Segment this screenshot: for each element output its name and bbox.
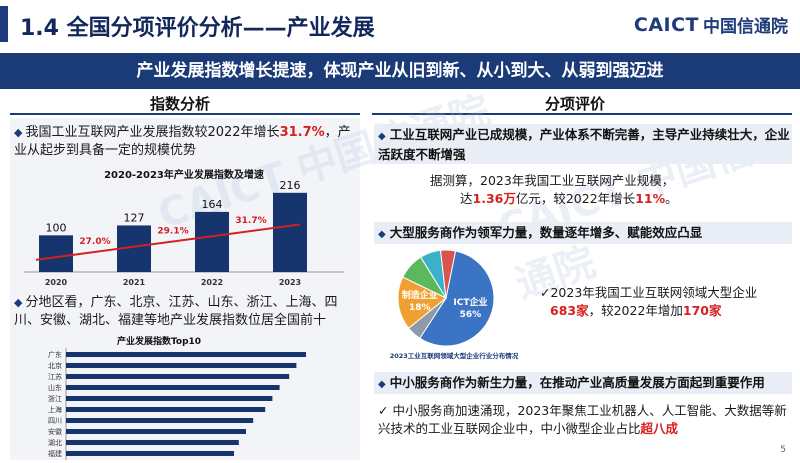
bar-value-2022: 164 [202, 198, 223, 211]
pie-slice-0 [419, 250, 495, 347]
hbar-江苏 [66, 374, 290, 379]
left-section-title: 指数分析 [150, 95, 211, 113]
right-section-underline [372, 113, 792, 115]
diamond-bullet-icon-5: ◆ [378, 379, 386, 390]
pie-chart-title: 2023工业互联网领域大型企业行业分布情况 [390, 351, 519, 360]
bar-chart-title: 2020-2023年产业发展指数及增速 [104, 168, 264, 181]
pie-label-0: ICT企业 [453, 296, 487, 308]
hbar-山东 [66, 385, 280, 390]
bar-value-2023: 216 [280, 179, 301, 192]
page-number: 5 [780, 445, 786, 455]
hbar-广东 [66, 352, 306, 357]
right-head-2-text: 大型服务商作为领军力量，数量逐年增多、赋能效应凸显 [389, 225, 703, 240]
right-head-1-text: 工业互联网产业已成规模，产业体系不断完善，主导产业持续壮大，企业活跃度不断增强 [378, 127, 790, 162]
hbar-label-上海: 上海 [48, 405, 62, 414]
hbar-label-湖北: 湖北 [48, 438, 62, 447]
growth-label-2: 31.7% [235, 216, 266, 226]
logo-cn: 中国信通院 [703, 17, 788, 37]
hbar-label-浙江: 浙江 [48, 394, 62, 403]
banner: 产业发展指数增长提速，体现产业从旧到新、从小到大、从弱到强迈进 [0, 53, 800, 89]
note1-prefix: 达 [460, 191, 473, 206]
right-note-2-line2: 683家，较2022年增加170家 [540, 302, 790, 320]
note2-mid: ，较2022年增加 [588, 303, 683, 318]
hbar-上海 [66, 407, 266, 412]
bar-value-2020: 100 [46, 221, 67, 234]
caict-logo: CAICT 中国信通院 [633, 12, 788, 38]
note2-highlight2: 170家 [682, 303, 722, 318]
note1-highlight1: 1.36万 [472, 191, 516, 206]
growth-label-0: 27.0% [79, 237, 110, 247]
right-head-3-text: 中小服务商作为新生力量，在推动产业高质量发展方面起到重要作用 [389, 375, 765, 390]
right-head-1: ◆ 工业互联网产业已成规模，产业体系不断完善，主导产业持续壮大，企业活跃度不断增强 [374, 124, 792, 164]
logo-en: CAICT [633, 13, 699, 36]
growth-label-1: 29.1% [157, 226, 188, 236]
note2-highlight1: 683家 [550, 303, 589, 318]
bullet1-prefix: 我国工业互联网产业发展指数较2022年增长 [25, 125, 280, 140]
pie-label-2: 制造企业 [402, 289, 438, 301]
bullet2-text: 分地区看，广东、北京、江苏、山东、浙江、上海、四川、安徽、湖北、福建等地产业发展… [14, 295, 338, 328]
right-note-1-line1: 据测算，2023年我国工业互联网产业规模， [430, 173, 675, 188]
growth-bar-chart: 2020-2023年产业发展指数及增速 100 2020 127 2021 164 2022… [24, 168, 344, 287]
page-title: 1.4 全国分项评价分析——产业发展 [20, 16, 375, 41]
hbar-福建 [66, 451, 234, 456]
bar-2020 [39, 235, 73, 272]
note1-suffix: 。 [665, 191, 678, 206]
bar-category-2021: 2021 [123, 278, 146, 287]
hbar-北京 [66, 363, 297, 368]
left-section-underline [10, 113, 360, 115]
header-accent-bar [0, 6, 8, 42]
hbar-湖北 [66, 440, 239, 445]
hbar-浙江 [66, 396, 273, 401]
hbar-安徽 [66, 429, 246, 434]
left-panel [10, 118, 360, 460]
diamond-bullet-icon-2: ◆ [14, 296, 23, 309]
bar-category-2022: 2022 [201, 278, 223, 287]
bar-category-2023: 2023 [279, 278, 301, 287]
right-head-2: ◆ 大型服务商作为领军力量，数量逐年增多、赋能效应凸显 [374, 222, 792, 244]
hbar-四川 [66, 418, 254, 423]
enterprise-pie-chart: ICT企业 56% 制造企业 18% 2023工业互联网领域大型企业行业分布情况 [390, 249, 519, 360]
diamond-bullet-icon-3: ◆ [378, 131, 386, 142]
note1-mid: 亿元，较2022年增长 [515, 191, 636, 206]
growth-trend-line [35, 223, 301, 261]
bar-value-2021: 127 [124, 211, 145, 224]
right-note-1: 据测算，2023年我国工业互联网产业规模， 达1.36万亿元，较2022年增长1… [430, 172, 790, 208]
hbar-label-安徽: 安徽 [48, 427, 62, 436]
pie-percent-0: 56% [460, 310, 482, 320]
hbar-label-江苏: 江苏 [48, 372, 62, 381]
right-note-3: ✓ 中小服务商加速涌现，2023年聚焦工业机器人、人工智能、大数据等新兴技术的工… [378, 402, 788, 438]
hbar-chart-title: 产业发展指数Top10 [117, 335, 201, 347]
bullet1-highlight: 31.7% [279, 125, 325, 140]
hbar-label-山东: 山东 [48, 383, 62, 392]
note3-highlight: 超八成 [640, 421, 679, 436]
left-bullet-1: ◆ 我国工业互联网产业发展指数较2022年增长31.7%，产业从起步到具备一定的规… [14, 124, 358, 160]
right-note-2: ✓2023年我国工业互联网领域大型企业 683家，较2022年增加170家 [540, 284, 790, 320]
slide-header: 1.4 全国分项评价分析——产业发展 CAICT 中国信通院 [0, 0, 800, 50]
hbar-label-北京: 北京 [48, 361, 62, 370]
left-bullet-2: ◆ 分地区看，广东、北京、江苏、山东、浙江、上海、四川、安徽、湖北、福建等地产业发… [14, 294, 358, 330]
hbar-label-广东: 广东 [48, 350, 62, 359]
pie-percent-2: 18% [409, 303, 431, 313]
right-head-3: ◆ 中小服务商作为新生力量，在推动产业高质量发展方面起到重要作用 [374, 372, 792, 394]
right-section-title: 分项评价 [545, 95, 606, 113]
pie-slice-5 [439, 249, 457, 299]
hbar-label-福建: 福建 [48, 449, 62, 458]
right-note-2-line1: ✓2023年我国工业互联网领域大型企业 [540, 285, 758, 300]
bar-2022 [195, 211, 229, 272]
diamond-bullet-icon-4: ◆ [378, 229, 386, 240]
bar-category-2020: 2020 [45, 278, 68, 287]
bullet1-suffix: ，产业从起步到具备一定的规模优势 [14, 125, 351, 158]
diamond-bullet-icon: ◆ [14, 126, 23, 139]
right-note-3-text: ✓ 中小服务商加速涌现，2023年聚焦工业机器人、人工智能、大数据等新兴技术的工… [378, 403, 787, 436]
hbar-label-四川: 四川 [48, 417, 62, 425]
right-note-1-line2: 达1.36万亿元，较2022年增长11%。 [430, 190, 790, 208]
bar-2023 [273, 192, 307, 272]
pie-slice-2 [397, 276, 447, 329]
note1-highlight2: 11% [635, 191, 666, 206]
